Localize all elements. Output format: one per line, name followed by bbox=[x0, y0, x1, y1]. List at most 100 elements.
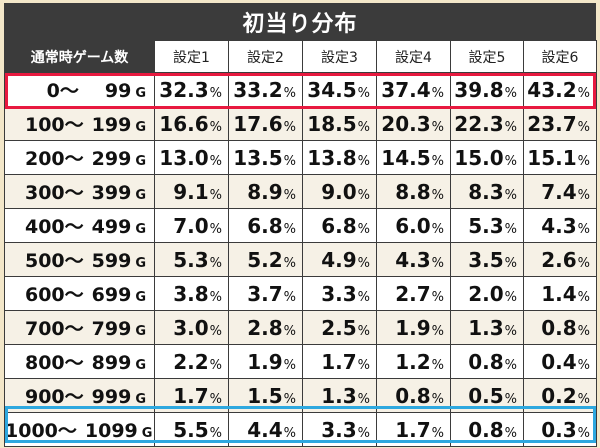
percent-unit: % bbox=[431, 85, 444, 101]
percent-unit: % bbox=[283, 85, 296, 101]
probability-value: 3.0 bbox=[173, 315, 209, 340]
table-row: 300〜 399 G 9.1% 8.9% 9.0% 8.8% 8.3% 7.4% bbox=[4, 174, 597, 209]
probability-value: 8.3 bbox=[468, 179, 504, 204]
setting-1-value-cell: 1.7% bbox=[154, 378, 229, 413]
percent-unit: % bbox=[577, 221, 590, 237]
game-unit: G bbox=[135, 290, 146, 305]
probability-value: 0.4 bbox=[541, 349, 577, 374]
probability-value: 2.8 bbox=[247, 315, 283, 340]
setting-4-value-cell: 1.2% bbox=[376, 344, 451, 379]
range-start: 700〜 bbox=[24, 318, 84, 340]
setting-6-value-cell: 7.4% bbox=[523, 174, 597, 209]
percent-unit: % bbox=[504, 119, 517, 135]
probability-value: 16.6 bbox=[159, 111, 209, 136]
range-end: 999 bbox=[91, 386, 132, 408]
setting-1-header: 設定1 bbox=[154, 40, 229, 73]
probability-value: 1.5 bbox=[247, 383, 283, 408]
table-row: 200〜 299 G 13.0% 13.5% 13.8% 14.5% 15.0% 15.1% bbox=[4, 140, 597, 175]
setting-4-value-cell: 0.8% bbox=[376, 378, 451, 413]
percent-unit: % bbox=[504, 85, 517, 101]
setting-6-value-cell: 4.3% bbox=[523, 208, 597, 243]
setting-5-value-cell: 2.0% bbox=[450, 276, 524, 311]
setting-4-value-cell: 37.4% bbox=[376, 72, 451, 107]
setting-6-value-cell: 0.4% bbox=[523, 344, 597, 379]
probability-value: 20.3 bbox=[381, 111, 431, 136]
setting-6-value-cell: 1.4% bbox=[523, 276, 597, 311]
setting-3-value-cell: 34.5% bbox=[302, 72, 377, 107]
setting-5-value-cell: 22.3% bbox=[450, 106, 524, 141]
setting-1-value-cell: 2.2% bbox=[154, 344, 229, 379]
setting-6-value-cell: 0.3% bbox=[523, 412, 597, 447]
probability-value: 4.9 bbox=[321, 247, 357, 272]
table-header-row: 通常時ゲーム数 設定1 設定2 設定3 設定4 設定5 設定6 bbox=[4, 40, 597, 73]
setting-1-value-cell: 32.3% bbox=[154, 72, 229, 107]
setting-1-value-cell: 5.3% bbox=[154, 242, 229, 277]
probability-value: 7.0 bbox=[173, 213, 209, 238]
setting-4-value-cell: 4.3% bbox=[376, 242, 451, 277]
range-start: 200〜 bbox=[24, 148, 84, 170]
table-row: 100〜 199 G 16.6% 17.6% 18.5% 20.3% 22.3% 23.7% bbox=[4, 106, 597, 141]
game-range-cell: 500〜 599 G bbox=[4, 242, 155, 277]
setting-3-value-cell: 4.9% bbox=[302, 242, 377, 277]
percent-unit: % bbox=[283, 153, 296, 169]
range-start: 400〜 bbox=[24, 216, 84, 238]
percent-unit: % bbox=[209, 289, 222, 305]
probability-value: 0.8 bbox=[468, 417, 504, 442]
game-unit: G bbox=[135, 188, 146, 203]
setting-1-value-cell: 3.8% bbox=[154, 276, 229, 311]
probability-value: 0.8 bbox=[395, 383, 431, 408]
probability-value: 3.3 bbox=[321, 281, 357, 306]
probability-value: 14.5 bbox=[381, 145, 431, 170]
probability-value: 0.8 bbox=[468, 349, 504, 374]
probability-value: 2.6 bbox=[541, 247, 577, 272]
setting-2-value-cell: 4.4% bbox=[228, 412, 303, 447]
percent-unit: % bbox=[357, 85, 370, 101]
setting-4-value-cell: 6.0% bbox=[376, 208, 451, 243]
percent-unit: % bbox=[209, 85, 222, 101]
probability-value: 3.5 bbox=[468, 247, 504, 272]
probability-value: 2.0 bbox=[468, 281, 504, 306]
probability-value: 1.4 bbox=[541, 281, 577, 306]
percent-unit: % bbox=[504, 357, 517, 373]
table-row: 1000〜 1099 G 5.5% 4.4% 3.3% 1.7% 0.8% 0.3% bbox=[4, 412, 597, 447]
percent-unit: % bbox=[504, 323, 517, 339]
setting-4-header: 設定4 bbox=[376, 40, 451, 73]
setting-3-header: 設定3 bbox=[302, 40, 377, 73]
table-row: 400〜 499 G 7.0% 6.8% 6.8% 6.0% 5.3% 4.3% bbox=[4, 208, 597, 243]
table-row: 900〜 999 G 1.7% 1.5% 1.3% 0.8% 0.5% 0.2% bbox=[4, 378, 597, 413]
percent-unit: % bbox=[283, 255, 296, 271]
setting-6-value-cell: 0.8% bbox=[523, 310, 597, 345]
game-range-cell: 700〜 799 G bbox=[4, 310, 155, 345]
first-hit-distribution-table: 通常時ゲーム数 設定1 設定2 設定3 設定4 設定5 設定6 0〜 99 G 32.… bbox=[4, 40, 597, 447]
probability-value: 39.8 bbox=[454, 77, 504, 102]
percent-unit: % bbox=[431, 119, 444, 135]
percent-unit: % bbox=[209, 255, 222, 271]
table-row: 500〜 599 G 5.3% 5.2% 4.9% 4.3% 3.5% 2.6% bbox=[4, 242, 597, 277]
probability-value: 1.7 bbox=[395, 417, 431, 442]
probability-value: 32.3 bbox=[159, 77, 209, 102]
setting-5-value-cell: 0.8% bbox=[450, 412, 524, 447]
range-start: 300〜 bbox=[24, 182, 84, 204]
percent-unit: % bbox=[357, 255, 370, 271]
probability-value: 3.3 bbox=[321, 417, 357, 442]
probability-value: 2.7 bbox=[395, 281, 431, 306]
setting-3-value-cell: 13.8% bbox=[302, 140, 377, 175]
game-unit: G bbox=[135, 86, 146, 101]
percent-unit: % bbox=[577, 425, 590, 441]
setting-2-value-cell: 8.9% bbox=[228, 174, 303, 209]
percent-unit: % bbox=[577, 391, 590, 407]
table-row: 0〜 99 G 32.3% 33.2% 34.5% 37.4% 39.8% 43.2% bbox=[4, 72, 597, 107]
setting-2-value-cell: 1.9% bbox=[228, 344, 303, 379]
probability-value: 13.8 bbox=[307, 145, 357, 170]
range-end: 99 bbox=[104, 80, 132, 102]
setting-5-value-cell: 39.8% bbox=[450, 72, 524, 107]
probability-value: 17.6 bbox=[233, 111, 283, 136]
setting-2-value-cell: 13.5% bbox=[228, 140, 303, 175]
setting-1-value-cell: 9.1% bbox=[154, 174, 229, 209]
probability-value: 33.2 bbox=[233, 77, 283, 102]
setting-5-value-cell: 0.5% bbox=[450, 378, 524, 413]
percent-unit: % bbox=[357, 187, 370, 203]
probability-value: 2.5 bbox=[321, 315, 357, 340]
percent-unit: % bbox=[504, 221, 517, 237]
game-range-cell: 800〜 899 G bbox=[4, 344, 155, 379]
